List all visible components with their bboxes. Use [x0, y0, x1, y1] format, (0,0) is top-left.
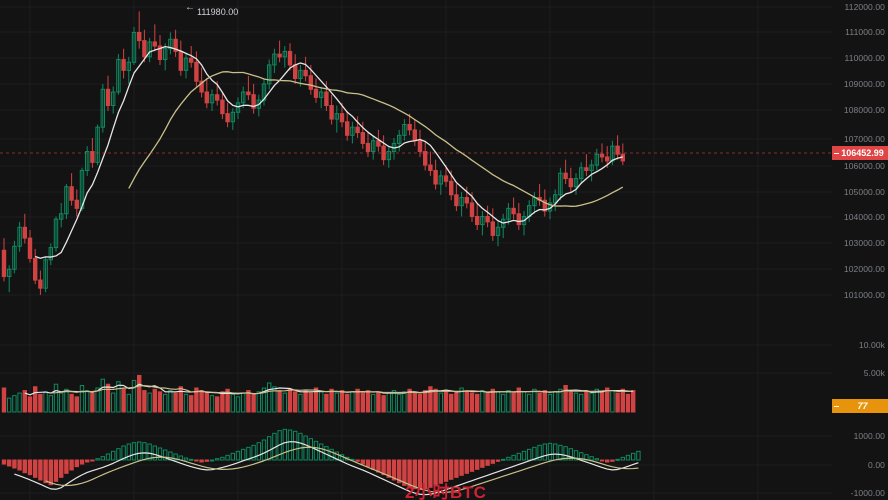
axis-tick-label: 0.00: [868, 460, 885, 470]
high-price-label: 111980.00: [197, 7, 239, 17]
axis-tick-label: 103000.00: [843, 238, 885, 248]
axis-tick-label: 109000.00: [843, 79, 885, 89]
axis-tick-label: 106000.00: [843, 161, 885, 171]
chart-plot-area[interactable]: ← 111980.00 2小时BTC: [0, 0, 832, 500]
axis-tick-label: 108000.00: [843, 105, 885, 115]
axis-tick-label: -1000.00: [850, 488, 885, 498]
axis-tick-label: 105000.00: [843, 187, 885, 197]
axis-tick-label: 110000.00: [844, 53, 885, 63]
axis-tick-label: 107000.00: [843, 134, 885, 144]
symbol-watermark: 2小时BTC: [405, 483, 487, 500]
axis-tick-label: 101000.00: [843, 290, 885, 300]
current-volume-tag[interactable]: 77: [832, 399, 888, 413]
axis-tick-label: 112000.00: [844, 2, 885, 12]
price-scale-axis[interactable]: 112000.00 111000.00 110000.00 109000.00 1080…: [832, 0, 888, 500]
axis-tick-label: 102000.00: [843, 264, 885, 274]
axis-tick-label: 111000.00: [845, 27, 885, 37]
high-marker-arrow: ←: [185, 2, 195, 13]
axis-tick-label: 1000.00: [853, 431, 885, 441]
chart-svg: [0, 0, 832, 500]
axis-tick-label: 104000.00: [843, 212, 885, 222]
axis-tick-label: 5.00k: [863, 368, 885, 378]
axis-tick-label: 10.00k: [858, 340, 885, 350]
current-price-tag[interactable]: 106452.99: [832, 146, 888, 160]
